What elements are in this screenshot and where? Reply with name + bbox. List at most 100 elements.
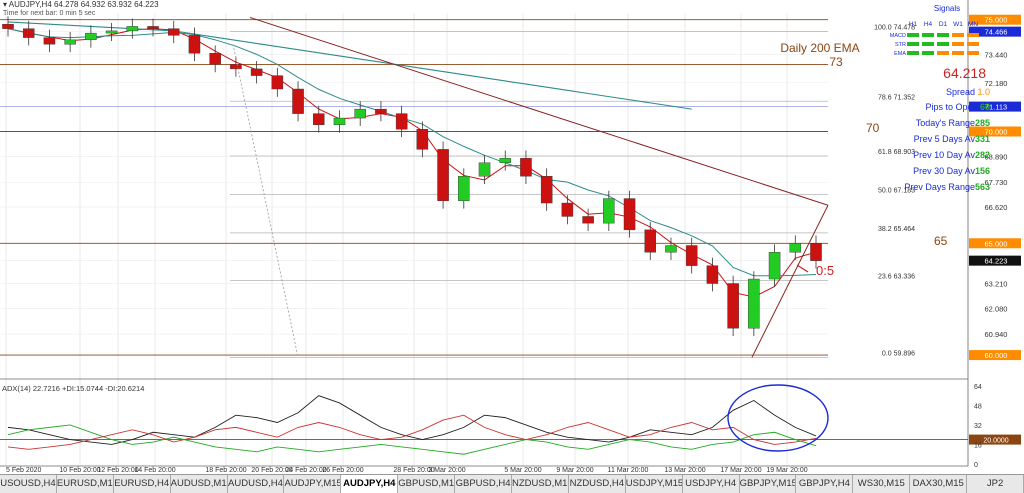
candle-body-7 <box>147 26 159 29</box>
price-tick-bg-10 <box>969 255 1021 266</box>
tab-eurusd-h4[interactable]: EURUSD,H4 <box>114 475 171 493</box>
price-axis-bg <box>968 0 1024 466</box>
price-tick-bg-0 <box>969 14 1021 25</box>
signal-cell-STR-2 <box>937 42 949 46</box>
signal-cell-EMA-3 <box>952 51 964 55</box>
candle-body-23 <box>478 162 491 177</box>
adx-highlight-ellipse <box>727 384 829 452</box>
tab-audjpy-h4[interactable]: AUDJPY,H4 <box>341 475 399 493</box>
time-tick-9: 3 Mar 20:00 <box>428 467 465 474</box>
time-tick-15: 19 Mar 20:00 <box>766 467 807 474</box>
fib-label-4: 38.2 65.464 <box>878 226 915 233</box>
tab-usdjpy-m15[interactable]: USDJPY,M15 <box>626 475 683 493</box>
fib-label-3: 50.0 67.183 <box>878 187 915 194</box>
price-tick-bg-9 <box>969 238 1021 249</box>
adx-tick-bg-3 <box>969 434 1021 445</box>
candle-body-24 <box>499 158 511 163</box>
tab-usdjpy-h4[interactable]: USDJPY,H4 <box>683 475 740 493</box>
signal-cell-EMA-2 <box>937 51 949 55</box>
price-axis: 75.000 74.466 73.440 72.180 71.113 70.000 68.8… <box>967 0 1024 466</box>
price-chart[interactable]: 100.0 74.478 78.6 71.352 61.8 68.903 50.0 6… <box>0 0 1024 474</box>
adx-tick-3: 20.0000 <box>983 438 1008 445</box>
price-tick-bg-1 <box>969 26 1021 37</box>
candle-body-28 <box>582 216 594 224</box>
trend-lines <box>232 16 829 358</box>
price-tick-12: 62.080 <box>985 305 1008 314</box>
annotation-label: 0:5 <box>816 263 834 278</box>
signal-timeframe-H1: H1 <box>909 21 918 28</box>
price-tick-7: 67.730 <box>985 178 1008 187</box>
fib-label-1: 78.6 71.352 <box>878 94 915 101</box>
time-tick-3: 14 Feb 20:00 <box>134 467 175 474</box>
signal-cell-MACD-3 <box>952 33 964 37</box>
tab-gbpusd-m15[interactable]: GBPUSD,M15 <box>398 475 456 493</box>
tab-ws30-m15[interactable]: WS30,M15 <box>853 475 911 493</box>
time-tick-0: 5 Feb 2020 <box>6 467 42 474</box>
tab-gbpjpy-m15[interactable]: GBPJPY,M15 <box>740 475 797 493</box>
signal-cell-STR-1 <box>922 42 934 46</box>
signal-timeframe-D1: D1 <box>939 21 948 28</box>
adx-label: ADX(14) 22.7216 +DI:15.0744 -DI:20.6214 <box>2 384 144 393</box>
candle-body-35 <box>727 283 739 329</box>
info-row-3: Prev 10 Day Av282 <box>913 150 990 160</box>
candle-body-38 <box>789 243 802 253</box>
tab-gbpjpy-h4[interactable]: GBPJPY,H4 <box>796 475 854 493</box>
tab-gbpusd-h4[interactable]: GBPUSD,H4 <box>455 475 513 493</box>
price-tick-14: 60.000 <box>985 351 1008 360</box>
price-tick-5: 70.000 <box>985 127 1008 136</box>
signal-row-MACD: MACD <box>890 33 906 39</box>
adx-tick-2: 32 <box>974 423 982 430</box>
price-tick-11: 63.210 <box>985 279 1008 288</box>
tab-audusd-m15[interactable]: AUDUSD,M15 <box>171 475 228 493</box>
candle-body-3 <box>64 39 76 45</box>
chart-tabs: USOUSD,H4 EURUSD,M15 EURUSD,H4 AUDUSD,M15 AU… <box>0 474 1024 493</box>
annotation-arrow <box>796 264 809 273</box>
fib-label-6: 0.0 59.896 <box>882 350 915 357</box>
info-row-0: Pips to Open 60 <box>925 102 990 112</box>
candle-body-12 <box>250 68 263 76</box>
fib-labels: 100.0 74.478 78.6 71.352 61.8 68.903 50.0 6… <box>874 24 915 357</box>
signal-timeframe-H4: H4 <box>924 21 933 28</box>
candles <box>2 16 822 337</box>
candle-body-31 <box>644 229 657 253</box>
signal-cell-MACD-1 <box>922 33 934 37</box>
signal-cell-STR-3 <box>952 42 964 46</box>
symbol-header: ▾ AUDJPY,H4 64.278 64.932 63.932 64.223 <box>3 0 159 9</box>
candle-body-30 <box>623 198 636 231</box>
candle-body-37 <box>768 252 781 280</box>
price-tick-bg-5 <box>969 126 1021 137</box>
tab-nzdusd-h4[interactable]: NZDUSD,H4 <box>569 475 626 493</box>
adx-series-+DI <box>7 424 817 455</box>
signals-title: Signals <box>934 4 960 13</box>
signals-panel: Signals H1 H4 D1 W1 MN MACD STR EMA <box>890 4 979 57</box>
candle-body-17 <box>354 108 366 119</box>
candle-body-18 <box>375 108 387 114</box>
signal-cell-STR-0 <box>907 42 919 46</box>
time-tick-10: 5 Mar 20:00 <box>504 467 541 474</box>
tab-nzdusd-m15[interactable]: NZDUSD,M15 <box>512 475 569 493</box>
tab-audjpy-m15[interactable]: AUDJPY,M15 <box>284 475 342 493</box>
price-tick-10: 64.223 <box>985 257 1008 266</box>
candle-body-6 <box>126 26 139 32</box>
price-tick-1: 74.466 <box>985 28 1008 37</box>
ema-title: Daily 200 EMA <box>780 41 859 55</box>
time-tick-1: 10 Feb 20:00 <box>59 467 100 474</box>
info-row-4: Prev 30 Day Av156 <box>913 166 990 176</box>
bar-timer: Time for next bar: 0 min 5 sec <box>3 10 96 17</box>
candle-body-19 <box>395 113 408 130</box>
candle-body-27 <box>561 202 574 217</box>
tab-jp2[interactable]: JP2 <box>967 475 1024 493</box>
info-row-2: Prev 5 Days Av331 <box>914 134 990 144</box>
info-panel: Daily 200 EMA 73 64.218 Spread 1.0 Pips … <box>780 41 990 192</box>
level-label-70: 70 <box>866 121 880 135</box>
candle-body-36 <box>748 278 760 329</box>
tab-audusd-h4[interactable]: AUDUSD,H4 <box>228 475 285 493</box>
candle-body-15 <box>313 113 325 125</box>
candle-body-32 <box>665 245 677 253</box>
tab-usousd-h4[interactable]: USOUSD,H4 <box>0 475 57 493</box>
fib-label-0: 100.0 74.478 <box>874 24 915 31</box>
tab-eurusd-m15[interactable]: EURUSD,M15 <box>57 475 114 493</box>
signal-timeframe-W1: W1 <box>953 21 963 28</box>
tab-dax30-m15[interactable]: DAX30,M15 <box>910 475 968 493</box>
